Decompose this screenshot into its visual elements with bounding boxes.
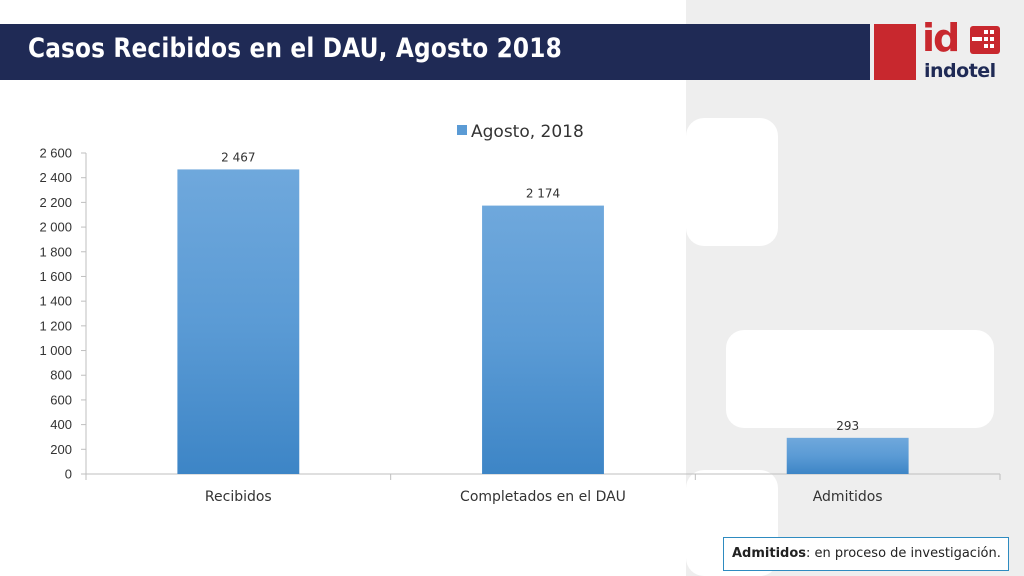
background-notch (686, 118, 778, 246)
footnote-box: Admitidos: en proceso de investigación. (723, 537, 1009, 571)
background-notch (726, 330, 994, 428)
y-tick-label: 200 (50, 442, 72, 457)
data-label: 2 467 (221, 150, 255, 164)
x-category-label: Completados en el DAU (460, 489, 626, 505)
y-tick-label: 2 000 (39, 220, 72, 235)
y-tick-label: 1 800 (39, 244, 72, 259)
legend-swatch (457, 125, 467, 135)
data-label: 2 174 (526, 187, 560, 201)
y-tick-label: 0 (65, 467, 72, 482)
footnote-text: : en proceso de investigación. (806, 546, 1001, 561)
footnote-term: Admitidos (732, 546, 807, 561)
title-bar (0, 24, 870, 80)
bar (482, 205, 604, 475)
y-tick-label: 1 200 (39, 318, 72, 333)
legend-label: Agosto, 2018 (471, 122, 584, 142)
x-category-label: Recibidos (205, 489, 272, 505)
y-tick-label: 1 400 (39, 294, 72, 309)
bar (177, 169, 300, 474)
chart-bars: 2 467 2 174 293 (177, 150, 909, 475)
y-tick-label: 600 (50, 392, 72, 407)
y-tick-label: 1 000 (39, 343, 72, 358)
chart-axes: 0 200 400 600 800 1 000 1 200 1 400 1 600 1 800 2 … (39, 146, 1001, 505)
y-tick-label: 800 (50, 368, 72, 383)
logo-mark: id (922, 16, 960, 60)
y-tick-label: 2 600 (39, 146, 72, 161)
y-tick-label: 400 (50, 417, 72, 432)
x-category-label: Admitidos (813, 489, 883, 505)
slide-title: Casos Recibidos en el DAU, Agosto 2018 (28, 33, 562, 64)
data-label: 293 (836, 419, 859, 433)
y-tick-label: 2 400 (39, 170, 72, 185)
y-tick-label: 2 200 (39, 195, 72, 210)
logo-grid-icon (970, 26, 1000, 54)
y-tick-label: 1 600 (39, 269, 72, 284)
chart-legend: Agosto, 2018 (457, 122, 584, 142)
bar (786, 437, 909, 474)
logo-block (874, 24, 916, 80)
logo-name: indotel (924, 60, 996, 82)
